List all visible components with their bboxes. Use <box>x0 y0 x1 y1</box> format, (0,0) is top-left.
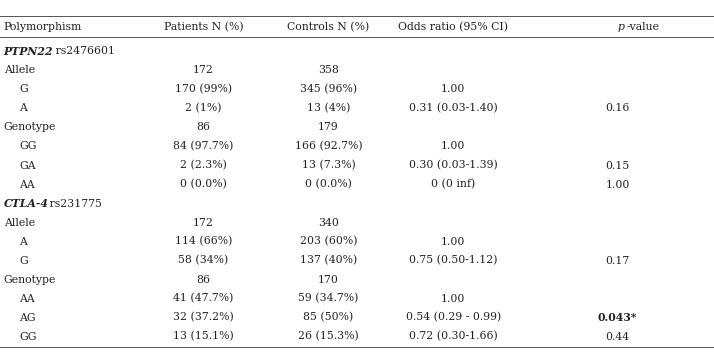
Text: G: G <box>19 256 28 266</box>
Text: 0.31 (0.03-1.40): 0.31 (0.03-1.40) <box>409 103 498 114</box>
Text: GG: GG <box>19 332 37 342</box>
Text: 172: 172 <box>193 218 214 228</box>
Text: 2 (2.3%): 2 (2.3%) <box>180 160 227 171</box>
Text: A: A <box>19 236 27 246</box>
Text: Allele: Allele <box>4 65 35 76</box>
Text: 114 (66%): 114 (66%) <box>175 236 232 247</box>
Text: 85 (50%): 85 (50%) <box>303 312 353 323</box>
Text: 166 (92.7%): 166 (92.7%) <box>295 141 362 152</box>
Text: rs2476601: rs2476601 <box>52 47 115 56</box>
Text: 13 (4%): 13 (4%) <box>307 103 350 114</box>
Text: CTLA-4: CTLA-4 <box>4 198 49 209</box>
Text: 0 (0 inf): 0 (0 inf) <box>431 179 476 190</box>
Text: 0 (0.0%): 0 (0.0%) <box>180 179 227 190</box>
Text: 41 (47.7%): 41 (47.7%) <box>174 293 233 304</box>
Text: PTPN22: PTPN22 <box>4 46 54 57</box>
Text: 170 (99%): 170 (99%) <box>175 84 232 95</box>
Text: 203 (60%): 203 (60%) <box>300 236 357 247</box>
Text: GA: GA <box>19 160 36 170</box>
Text: 0.043*: 0.043* <box>598 312 638 323</box>
Text: Controls N (%): Controls N (%) <box>287 21 370 32</box>
Text: 86: 86 <box>196 122 211 132</box>
Text: 1.00: 1.00 <box>441 236 466 246</box>
Text: Genotype: Genotype <box>4 122 56 132</box>
Text: AG: AG <box>19 312 36 323</box>
Text: 0.72 (0.30-1.66): 0.72 (0.30-1.66) <box>409 331 498 342</box>
Text: 0.30 (0.03-1.39): 0.30 (0.03-1.39) <box>409 160 498 171</box>
Text: 172: 172 <box>193 65 214 76</box>
Text: 13 (15.1%): 13 (15.1%) <box>173 331 234 342</box>
Text: 32 (37.2%): 32 (37.2%) <box>173 312 234 323</box>
Text: GG: GG <box>19 142 37 152</box>
Text: p: p <box>618 22 625 32</box>
Text: AA: AA <box>19 180 35 190</box>
Text: 340: 340 <box>318 218 339 228</box>
Text: A: A <box>19 104 27 114</box>
Text: 170: 170 <box>318 274 339 284</box>
Text: 59 (34.7%): 59 (34.7%) <box>298 293 358 304</box>
Text: 1.00: 1.00 <box>441 84 466 94</box>
Text: 13 (7.3%): 13 (7.3%) <box>301 160 356 171</box>
Text: 84 (97.7%): 84 (97.7%) <box>174 141 233 152</box>
Text: Allele: Allele <box>4 218 35 228</box>
Text: Patients N (%): Patients N (%) <box>164 21 243 32</box>
Text: Polymorphism: Polymorphism <box>4 22 82 32</box>
Text: 345 (96%): 345 (96%) <box>300 84 357 95</box>
Text: 0.44: 0.44 <box>605 332 630 342</box>
Text: 0.16: 0.16 <box>605 104 630 114</box>
Text: 26 (15.3%): 26 (15.3%) <box>298 331 359 342</box>
Text: 0.54 (0.29 - 0.99): 0.54 (0.29 - 0.99) <box>406 312 501 323</box>
Text: Odds ratio (95% CI): Odds ratio (95% CI) <box>398 21 508 32</box>
Text: 358: 358 <box>318 65 339 76</box>
Text: AA: AA <box>19 294 35 304</box>
Text: 2 (1%): 2 (1%) <box>185 103 222 114</box>
Text: 0.75 (0.50-1.12): 0.75 (0.50-1.12) <box>409 255 498 266</box>
Text: 1.00: 1.00 <box>605 180 630 190</box>
Text: 58 (34%): 58 (34%) <box>178 255 228 266</box>
Text: 0.15: 0.15 <box>605 160 630 170</box>
Text: -value: -value <box>626 22 659 32</box>
Text: 1.00: 1.00 <box>441 294 466 304</box>
Text: rs231775: rs231775 <box>46 198 102 208</box>
Text: 86: 86 <box>196 274 211 284</box>
Text: 0 (0.0%): 0 (0.0%) <box>305 179 352 190</box>
Text: 137 (40%): 137 (40%) <box>300 255 357 266</box>
Text: 179: 179 <box>318 122 339 132</box>
Text: 0.17: 0.17 <box>605 256 630 266</box>
Text: 1.00: 1.00 <box>441 142 466 152</box>
Text: Genotype: Genotype <box>4 274 56 284</box>
Text: G: G <box>19 84 28 94</box>
